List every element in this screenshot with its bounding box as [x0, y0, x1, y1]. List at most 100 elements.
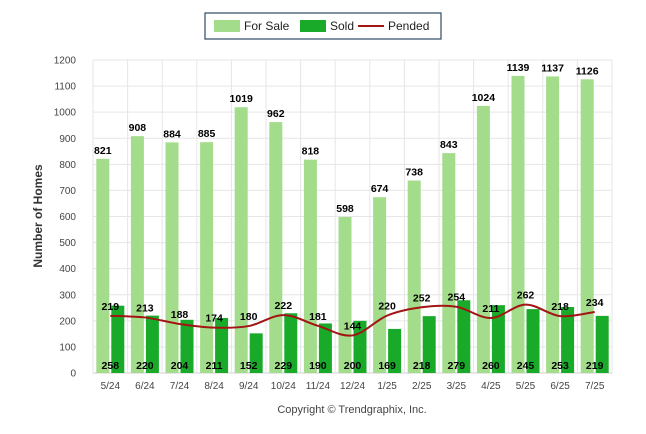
bar-for-sale-9: [407, 180, 421, 373]
data-label-sold-10: 279: [448, 360, 466, 372]
bar-sold-0: [111, 305, 125, 373]
data-label-for-sale-4: 1019: [230, 93, 254, 105]
bar-sold-2: [180, 319, 194, 373]
bar-sold-10: [457, 300, 471, 373]
data-label-sold-4: 152: [240, 360, 258, 372]
x-tick-label-5-25: 5/25: [516, 381, 536, 392]
x-tick-label-5-24: 5/24: [101, 381, 121, 392]
y-tick-label-0: 0: [70, 369, 76, 380]
y-tick-label-1100: 1100: [54, 82, 76, 93]
data-label-for-sale-13: 1137: [541, 62, 564, 74]
data-label-pended-14: 234: [586, 297, 604, 309]
y-tick-label-900: 900: [59, 134, 76, 145]
y-tick-label-400: 400: [59, 264, 76, 275]
data-label-for-sale-14: 1126: [576, 65, 599, 77]
bar-for-sale-6: [303, 159, 317, 373]
bar-for-sale-10: [442, 153, 456, 373]
bar-for-sale-14: [580, 79, 594, 373]
bar-for-sale-11: [476, 105, 490, 373]
legend-swatch-sold: [300, 20, 326, 32]
labels-layer: 821 908 884 885 1019 962 818 598 674 738 843 1024 11…: [94, 62, 604, 372]
x-tick-label-2-25: 2/25: [412, 381, 432, 392]
legend-label-pended: Pended: [388, 19, 429, 33]
data-label-for-sale-7: 598: [336, 203, 354, 215]
bar-for-sale-12: [511, 75, 525, 374]
data-label-pended-4: 180: [240, 311, 258, 323]
bar-sold-6: [318, 323, 332, 373]
legend: For Sale Sold Pended: [204, 12, 442, 40]
y-tick-label-800: 800: [59, 160, 76, 171]
y-tick-label-100: 100: [59, 342, 76, 353]
data-label-pended-12: 262: [517, 290, 535, 302]
x-tick-label-8-24: 8/24: [204, 381, 224, 392]
y-tick-label-700: 700: [59, 186, 76, 197]
y-tick-label-500: 500: [59, 238, 76, 249]
bars-layer: [96, 75, 609, 374]
x-tick-label-7-25: 7/25: [585, 381, 605, 392]
data-label-pended-2: 188: [171, 309, 189, 321]
data-label-sold-6: 190: [309, 360, 327, 372]
x-tick-label-3-25: 3/25: [447, 381, 467, 392]
bar-sold-8: [388, 328, 402, 373]
data-label-pended-8: 220: [378, 301, 396, 313]
data-label-for-sale-8: 674: [371, 183, 389, 195]
bar-for-sale-1: [130, 136, 144, 373]
data-label-for-sale-5: 962: [267, 108, 285, 120]
data-label-pended-9: 252: [413, 292, 431, 304]
data-label-sold-2: 204: [171, 360, 189, 372]
bar-sold-9: [422, 316, 436, 373]
y-tick-label-1000: 1000: [54, 108, 77, 119]
bar-sold-11: [491, 305, 505, 373]
bar-for-sale-2: [165, 142, 179, 373]
bar-sold-3: [215, 317, 229, 373]
legend-label-sold: Sold: [330, 19, 354, 33]
data-label-sold-13: 253: [551, 360, 569, 372]
y-tick-label-200: 200: [59, 316, 76, 327]
bar-for-sale-13: [546, 76, 560, 374]
bar-for-sale-3: [200, 142, 214, 373]
bar-for-sale-8: [373, 197, 387, 373]
data-label-for-sale-9: 738: [405, 167, 423, 179]
data-label-sold-8: 169: [378, 360, 396, 372]
line-pended: [110, 303, 595, 337]
x-tick-label-7-24: 7/24: [170, 381, 190, 392]
bar-for-sale-7: [338, 217, 352, 373]
bar-for-sale-0: [96, 158, 110, 373]
data-label-pended-3: 174: [205, 313, 223, 325]
data-label-sold-14: 219: [586, 360, 604, 372]
data-label-pended-11: 211: [482, 303, 499, 315]
data-label-for-sale-3: 885: [198, 128, 216, 140]
legend-label-for-sale: For Sale: [244, 19, 290, 33]
data-label-sold-12: 245: [517, 360, 535, 372]
data-label-pended-1: 213: [136, 302, 154, 314]
y-tick-label-300: 300: [59, 290, 76, 301]
data-label-sold-9: 218: [413, 360, 431, 372]
x-tick-label-6-24: 6/24: [135, 381, 155, 392]
data-label-for-sale-10: 843: [440, 139, 458, 151]
bar-sold-12: [526, 309, 540, 373]
ticks-layer: 0 100 200 300 400 500 600 700 800 900 1000 1100 1200…: [54, 56, 605, 393]
data-label-for-sale-0: 821: [94, 145, 112, 157]
y-tick-label-600: 600: [59, 212, 76, 223]
bar-sold-5: [284, 313, 298, 373]
bar-sold-13: [561, 307, 575, 373]
x-tick-label-12-24: 12/24: [340, 381, 365, 392]
data-label-sold-1: 220: [136, 360, 154, 372]
data-label-sold-5: 229: [275, 360, 293, 372]
bar-for-sale-5: [269, 122, 283, 373]
legend-swatch-for-sale: [214, 20, 240, 32]
x-tick-label-4-25: 4/25: [481, 381, 501, 392]
data-label-sold-11: 260: [482, 360, 500, 372]
data-label-pended-5: 222: [275, 300, 293, 312]
data-label-pended-0: 219: [102, 301, 120, 313]
data-label-sold-0: 258: [102, 360, 120, 372]
grid-layer: [92, 59, 613, 374]
data-label-for-sale-11: 1024: [472, 92, 496, 104]
data-label-pended-13: 218: [551, 301, 569, 313]
x-tick-label-1-25: 1/25: [377, 381, 397, 392]
data-label-for-sale-6: 818: [302, 146, 320, 158]
bar-sold-14: [595, 315, 609, 373]
data-label-sold-7: 200: [344, 360, 362, 372]
data-label-for-sale-12: 1139: [507, 62, 530, 74]
